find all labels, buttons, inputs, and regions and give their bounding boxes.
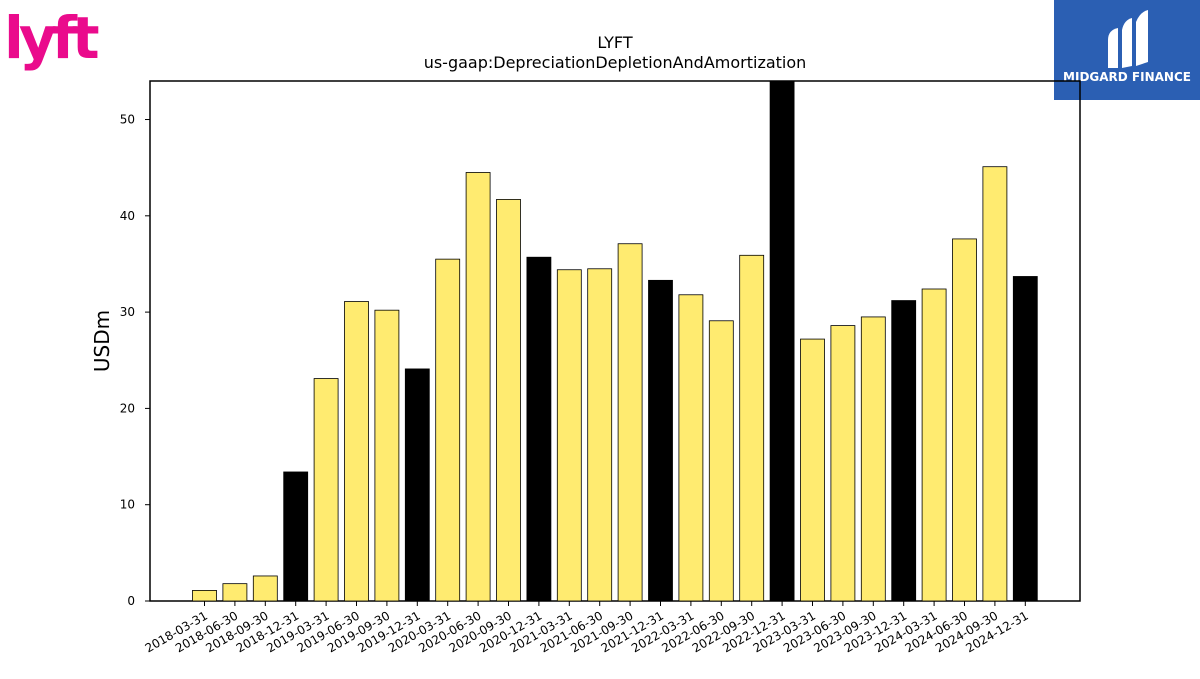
y-tick-label: 30 xyxy=(120,305,135,319)
x-axis-ticks: 2018-03-312018-06-302018-09-302018-12-31… xyxy=(143,601,1031,655)
lyft-logo-text: lyft xyxy=(4,4,99,72)
bar-2022-06-30 xyxy=(708,320,734,602)
chart-title: LYFT xyxy=(597,33,632,52)
bar-2019-03-31 xyxy=(313,378,339,602)
bar-2024-09-30 xyxy=(982,166,1008,602)
bar-2021-09-30 xyxy=(617,243,643,602)
bar-2018-12-31 xyxy=(283,471,309,602)
bar-2023-03-31 xyxy=(800,338,825,602)
bar-2024-12-31 xyxy=(1012,276,1038,602)
bar-2019-09-30 xyxy=(374,309,400,602)
bar-2020-03-31 xyxy=(435,258,461,602)
bar-2018-06-30 xyxy=(222,583,248,602)
y-tick-label: 0 xyxy=(127,594,135,608)
chart-subtitle: us-gaap:DepreciationDepletionAndAmortiza… xyxy=(424,53,807,72)
y-tick-label: 40 xyxy=(120,209,135,223)
bar-2022-12-31 xyxy=(769,80,795,602)
y-tick-label: 50 xyxy=(120,113,135,127)
midgard-logo-mark xyxy=(1108,10,1148,68)
y-axis-ticks: 0 10 20 30 40 50 xyxy=(120,113,150,608)
bar-2020-09-30 xyxy=(496,199,521,602)
bar-2023-12-31 xyxy=(891,300,917,602)
midgard-logo-text: MIDGARD FINANCE xyxy=(1063,70,1191,84)
bar-2019-12-31 xyxy=(404,368,430,602)
bar-2019-06-30 xyxy=(344,301,369,602)
lyft-logo: lyft xyxy=(4,4,104,72)
bar-2022-09-30 xyxy=(739,254,765,602)
bar-2023-06-30 xyxy=(830,325,856,602)
midgard-finance-logo: MIDGARD FINANCE xyxy=(1054,0,1200,100)
bar-2022-03-31 xyxy=(678,294,704,602)
bar-2023-09-30 xyxy=(860,316,886,602)
bar-2024-06-30 xyxy=(952,238,977,602)
bar-2024-03-31 xyxy=(921,288,947,602)
bar-2018-09-30 xyxy=(252,575,278,602)
y-axis-label: USDm xyxy=(90,310,114,372)
bar-2020-12-31 xyxy=(526,256,552,602)
bar-2020-06-30 xyxy=(465,172,491,602)
bars-layer xyxy=(192,80,1038,602)
bar-2021-03-31 xyxy=(556,269,582,602)
bar-2021-12-31 xyxy=(648,279,673,602)
plot-area-frame xyxy=(149,80,1081,602)
bar-2021-06-30 xyxy=(587,268,613,602)
bar-2018-03-31 xyxy=(192,590,217,602)
y-tick-label: 10 xyxy=(120,498,135,512)
y-tick-label: 20 xyxy=(120,401,135,415)
